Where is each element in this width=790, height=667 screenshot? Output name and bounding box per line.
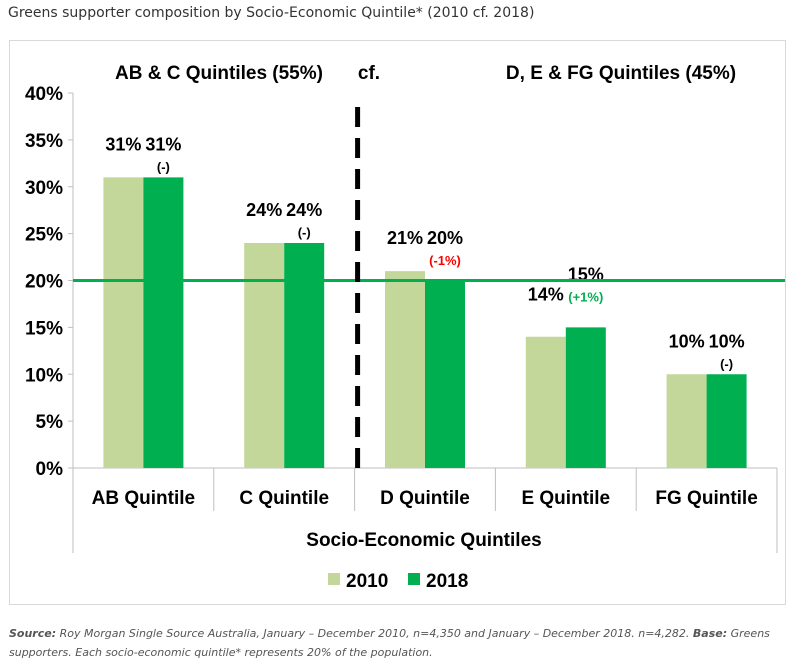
page-title: Greens supporter composition by Socio-Ec… xyxy=(8,5,535,21)
data-label-2010: 24% xyxy=(246,200,282,220)
change-label: (+1%) xyxy=(568,289,603,304)
bar-2010 xyxy=(103,177,144,468)
x-axis-title: Socio-Economic Quintiles xyxy=(306,530,541,551)
chart-area: 0% 5% 10% 15% 20% 25% 30% 35% 40% 31% 31% (-) AB Qui… xyxy=(9,40,786,605)
data-label-2018: 24% xyxy=(286,200,322,220)
bar-2018 xyxy=(143,177,184,468)
y-tick-label: 5% xyxy=(36,412,64,433)
category-label: AB Quintile xyxy=(92,488,195,509)
bar-2018 xyxy=(565,327,606,468)
footnote: Source: Roy Morgan Single Source Austral… xyxy=(9,624,784,662)
change-label: (-) xyxy=(720,356,733,371)
group-label: AB & C Quintiles (55%) xyxy=(115,63,323,84)
change-label: (-) xyxy=(298,225,311,240)
change-label: (-) xyxy=(157,159,170,174)
bar-2018 xyxy=(425,280,465,468)
change-label: (-1%) xyxy=(429,253,461,268)
group-label: cf. xyxy=(358,63,380,84)
bar-2018 xyxy=(706,374,747,468)
data-label-2018: 20% xyxy=(427,228,463,248)
y-tick-label: 35% xyxy=(25,131,63,152)
y-tick-label: 25% xyxy=(25,225,63,246)
legend-swatch-2018 xyxy=(408,573,420,585)
bar-2010 xyxy=(525,336,566,468)
y-tick-label: 0% xyxy=(36,459,64,480)
y-tick-label: 15% xyxy=(25,318,63,339)
source-label: Source: xyxy=(9,627,57,640)
y-tick-label: 20% xyxy=(25,272,63,293)
bar-chart: 0% 5% 10% 15% 20% 25% 30% 35% 40% 31% 31% (-) AB Qui… xyxy=(25,63,785,592)
base-text: Greens supporters. Each socio-economic q… xyxy=(9,627,770,659)
category-label: C Quintile xyxy=(239,488,329,509)
base-label: Base: xyxy=(692,627,728,640)
data-label-2010: 14% xyxy=(528,284,564,304)
source-text: Roy Morgan Single Source Australia, Janu… xyxy=(56,627,693,640)
category-label: D Quintile xyxy=(380,488,470,509)
legend-label-2010: 2010 xyxy=(346,571,388,592)
bar-2010 xyxy=(385,271,425,468)
legend-swatch-2010 xyxy=(328,573,340,585)
data-label-2010: 21% xyxy=(387,228,423,248)
y-tick-label: 40% xyxy=(25,84,63,105)
bar-2010 xyxy=(666,374,707,468)
y-tick-label: 10% xyxy=(25,365,63,386)
data-label-2018: 10% xyxy=(709,331,745,351)
data-label-2010: 31% xyxy=(105,134,141,154)
bar-2018 xyxy=(284,243,325,468)
data-label-2010: 10% xyxy=(669,331,705,351)
bar-2010 xyxy=(244,243,285,468)
category-label: E Quintile xyxy=(521,488,610,509)
category-label: FG Quintile xyxy=(655,488,757,509)
y-tick-label: 30% xyxy=(25,178,63,199)
group-label: D, E & FG Quintiles (45%) xyxy=(506,63,736,84)
data-label-2018: 31% xyxy=(145,134,181,154)
legend-label-2018: 2018 xyxy=(426,571,468,592)
